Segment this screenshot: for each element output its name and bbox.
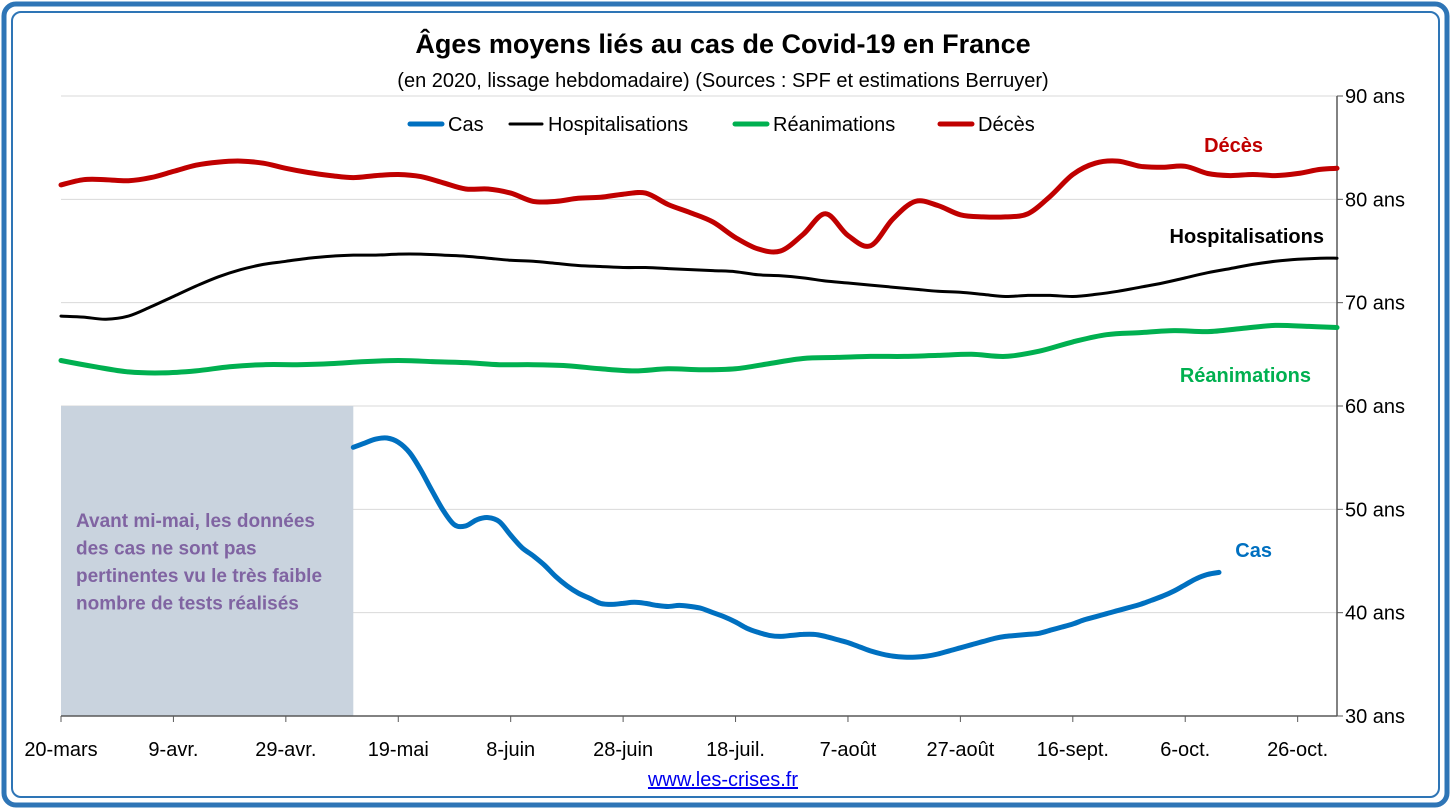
y-tick-labels: 30 ans 40 ans 50 ans 60 ans 70 ans 80 ans 90 a… [1345, 86, 1405, 728]
y-tick-label: 80 ans [1345, 189, 1405, 211]
x-tick-label: 9-avr. [148, 739, 198, 761]
inner-border [11, 11, 1440, 798]
shaded-region: Avant mi-mai, les données des cas ne sont… [61, 406, 354, 716]
shaded-note-line: Avant mi-mai, les données [76, 511, 315, 532]
series-line-hospitalisations [59, 252, 1339, 321]
end-label: Cas [1235, 540, 1272, 562]
legend-label: Réanimations [773, 114, 895, 136]
end-label: Décès [1204, 135, 1263, 157]
x-tick-label: 20-mars [24, 739, 97, 761]
x-tick-label: 19-mai [368, 739, 429, 761]
x-tick-label: 26-oct. [1267, 739, 1328, 761]
x-tick-label: 7-août [820, 739, 877, 761]
shaded-note-line: nombre de tests réalisés [76, 594, 299, 615]
series-line-reanimations [58, 322, 1340, 376]
legend: Cas Hospitalisations Réanimations Décès [407, 114, 1035, 136]
x-tick-label: 27-août [926, 739, 994, 761]
footer-link[interactable]: www.les-crises.fr [647, 769, 798, 791]
series-end-labels: Cas Hospitalisations Réanimations Décès [1170, 135, 1324, 562]
end-label: Hospitalisations [1170, 226, 1324, 248]
x-tick-label: 18-juil. [706, 739, 765, 761]
end-label: Réanimations [1180, 365, 1311, 387]
y-tick-label: 90 ans [1345, 86, 1405, 108]
shaded-rect [61, 406, 354, 716]
x-tick-label: 8-juin [486, 739, 535, 761]
series-lines [58, 158, 1340, 660]
shaded-note-line: pertinentes vu le très faible [76, 566, 322, 587]
chart-title: Âges moyens liés au cas de Covid-19 en F… [415, 28, 1030, 59]
legend-label: Décès [978, 114, 1035, 136]
x-tick-label: 16-sept. [1037, 739, 1109, 761]
shaded-note-line: des cas ne sont pas [76, 539, 257, 560]
y-tick-label: 40 ans [1345, 603, 1405, 625]
series-line-cas [350, 435, 1222, 660]
series-line-deces [58, 158, 1340, 255]
y-tick-label: 70 ans [1345, 293, 1405, 315]
y-tick-label: 30 ans [1345, 706, 1405, 728]
y-tick-label: 60 ans [1345, 396, 1405, 418]
legend-label: Hospitalisations [548, 114, 688, 136]
x-tick-labels: 20-mars 9-avr. 29-avr. 19-mai 8-juin 28-juin 1… [24, 739, 1328, 761]
legend-label: Cas [448, 114, 484, 136]
y-tick-label: 50 ans [1345, 499, 1405, 521]
x-tick-label: 29-avr. [255, 739, 316, 761]
x-tick-label: 28-juin [593, 739, 653, 761]
x-tick-label: 6-oct. [1160, 739, 1210, 761]
chart-subtitle: (en 2020, lissage hebdomadaire) (Sources… [397, 70, 1048, 92]
axes [60, 95, 1343, 722]
